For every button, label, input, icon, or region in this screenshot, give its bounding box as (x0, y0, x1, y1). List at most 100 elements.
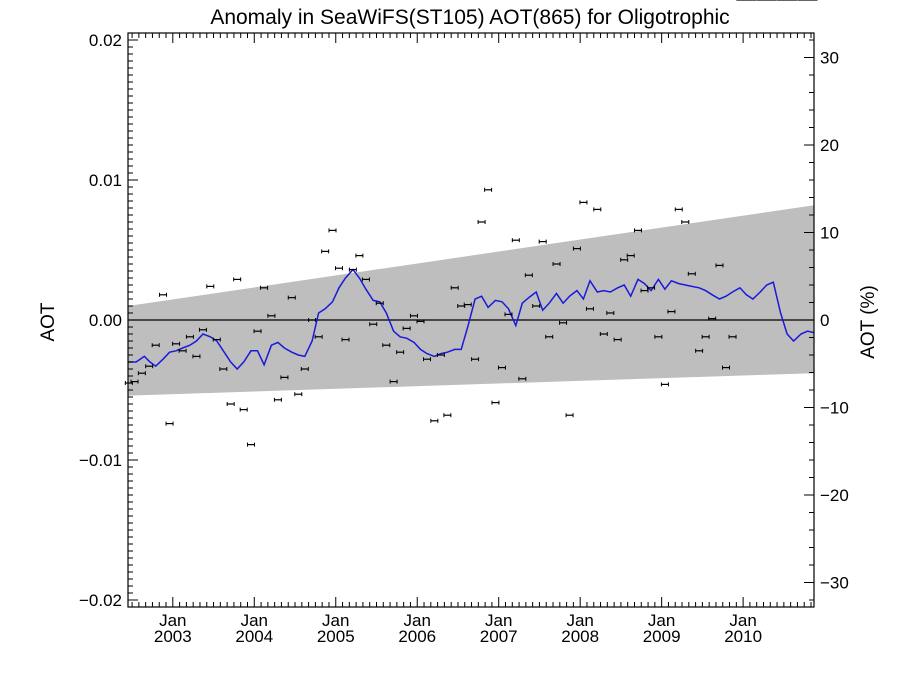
anomaly-point (436, 353, 445, 357)
anomaly-point (491, 400, 500, 405)
anomaly-point (192, 354, 201, 359)
right-tick-label: −20 (820, 486, 849, 505)
left-tick-label: 0.02 (89, 31, 122, 50)
anomaly-point (681, 220, 690, 224)
x-tick-year-label: 2007 (480, 627, 518, 646)
anomaly-point (626, 253, 635, 258)
anomaly-point (287, 295, 296, 300)
anomaly-point (728, 334, 737, 339)
anomaly-point (430, 418, 439, 423)
x-tick-month-label: Jan (485, 611, 512, 630)
anomaly-point (159, 292, 168, 297)
anomaly-point (674, 207, 683, 212)
anomaly-point (212, 337, 221, 342)
anomaly-point (565, 413, 574, 418)
anomaly-point (620, 257, 629, 262)
anomaly-point (687, 271, 696, 276)
anomaly-point (198, 327, 207, 332)
smoothed-line-layer (128, 268, 815, 371)
right-tick-label: 10 (820, 224, 839, 243)
x-tick-month-label: Jan (322, 611, 349, 630)
anomaly-point (613, 337, 622, 342)
anomaly-point (361, 277, 370, 282)
left-tick-label: −0.02 (79, 591, 122, 610)
right-tick-label: −10 (820, 399, 849, 418)
x-tick-month-label: Jan (566, 611, 593, 630)
anomaly-point (504, 312, 513, 317)
anomaly-point (239, 407, 248, 412)
anomaly-point (233, 277, 242, 282)
axes-layer: −0.02 −0.01 0.00 0.01 0.02 −30 −20 −10 0 10 20 30 Ja… (79, 31, 849, 646)
anomaly-point (382, 343, 391, 348)
x-tick-month-label: Jan (404, 611, 431, 630)
x-tick-month-label: Jan (241, 611, 268, 630)
anomaly-point (695, 348, 704, 353)
anomaly-point (484, 187, 493, 192)
anomaly-point (708, 316, 717, 321)
anomaly-point (497, 365, 506, 370)
uncertainty-band (128, 205, 814, 396)
anomaly-point (450, 285, 459, 290)
left-tick-label: −0.01 (79, 451, 122, 470)
x-tick-year-label: 2008 (561, 627, 599, 646)
right-tick-label: 30 (820, 49, 839, 68)
anomaly-point (463, 302, 472, 307)
anomaly-point (389, 379, 398, 384)
x-tick-year-label: 2006 (398, 627, 436, 646)
anomaly-point (572, 246, 581, 251)
anomaly-point (532, 304, 541, 308)
x-tick-year-label: 2005 (317, 627, 355, 646)
anomaly-point (341, 337, 350, 342)
anomaly-point (172, 341, 181, 346)
anomaly-point (280, 375, 289, 380)
anomaly-point (247, 442, 256, 447)
anomaly-points-layer (124, 0, 818, 447)
x-tick-month-label: Jan (729, 611, 756, 630)
anomaly-point (369, 322, 378, 327)
anomaly-point (518, 376, 527, 381)
anomaly-point (185, 334, 194, 339)
x-tick-month-label: Jan (648, 611, 675, 630)
anomaly-point (585, 306, 594, 311)
anomaly-point (328, 228, 337, 233)
anomaly-point (226, 402, 235, 406)
anomaly-point (715, 263, 724, 268)
anomaly-point (219, 367, 228, 371)
anomaly-point (416, 319, 425, 324)
x-tick-year-label: 2009 (643, 627, 681, 646)
anomaly-point (647, 285, 656, 290)
anomaly-point (206, 284, 215, 289)
right-tick-label: −30 (820, 574, 849, 593)
anomaly-point (402, 326, 411, 331)
anomaly-point (545, 334, 554, 339)
anomaly-point (145, 364, 154, 369)
anomaly-point (321, 249, 330, 254)
right-tick-label: 20 (820, 136, 839, 155)
x-tick-year-label: 2003 (154, 627, 192, 646)
anomaly-point (701, 334, 710, 339)
anomaly-point (667, 309, 676, 314)
anomaly-point (375, 301, 384, 306)
anomaly-point (654, 334, 663, 339)
anomaly-point (538, 239, 547, 244)
x-tick-year-label: 2004 (235, 627, 273, 646)
anomaly-point (552, 262, 561, 266)
anomaly-point (355, 253, 364, 258)
anomaly-point (165, 421, 174, 426)
anomaly-point (511, 238, 520, 243)
anomaly-point (477, 220, 486, 224)
anomaly-point (524, 273, 533, 278)
anomaly-point (308, 318, 317, 322)
anomaly-point (294, 392, 303, 397)
anomaly-point (409, 313, 418, 318)
anomaly-point (273, 397, 282, 402)
right-axis-title: AOT (%) (858, 285, 879, 359)
anomaly-point (300, 367, 309, 371)
anomaly-point (559, 320, 568, 325)
anomaly-point (443, 413, 452, 418)
anomaly-point (593, 207, 602, 212)
anomaly-point (137, 371, 146, 376)
anomaly-point (599, 332, 608, 336)
anomaly-point (151, 343, 160, 348)
